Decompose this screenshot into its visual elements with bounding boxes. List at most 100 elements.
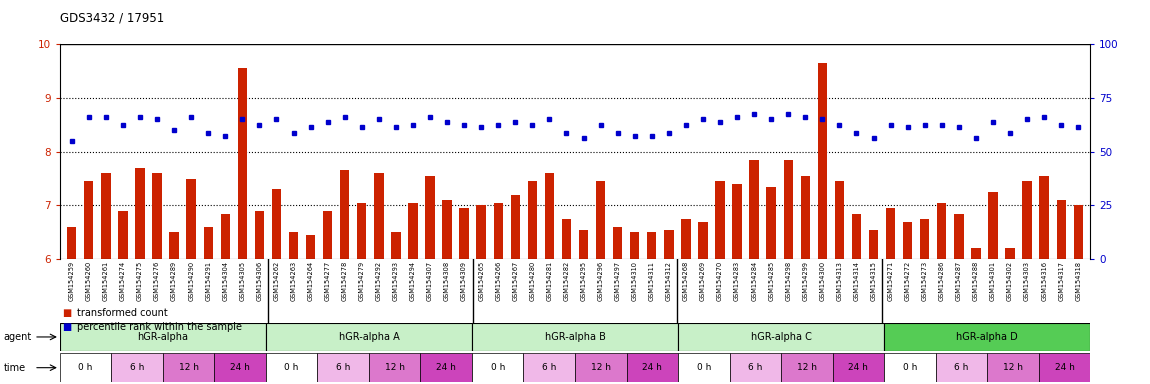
Text: GSM154310: GSM154310 bbox=[631, 261, 638, 301]
Text: hGR-alpha D: hGR-alpha D bbox=[957, 332, 1018, 342]
Text: GSM154282: GSM154282 bbox=[564, 261, 569, 301]
Bar bbox=[426, 176, 435, 259]
Bar bbox=[472, 353, 523, 382]
Bar bbox=[169, 232, 178, 259]
Bar bbox=[886, 208, 896, 259]
Bar bbox=[221, 214, 230, 259]
Bar bbox=[421, 353, 471, 382]
Bar bbox=[118, 211, 128, 259]
Bar bbox=[729, 353, 781, 382]
Text: GSM154318: GSM154318 bbox=[1075, 261, 1081, 301]
Bar bbox=[443, 200, 452, 259]
Bar bbox=[678, 353, 729, 382]
Text: 24 h: 24 h bbox=[436, 363, 457, 372]
Text: GSM154295: GSM154295 bbox=[581, 261, 586, 301]
Text: GSM154284: GSM154284 bbox=[751, 261, 757, 301]
Bar bbox=[523, 353, 575, 382]
Text: GSM154289: GSM154289 bbox=[171, 261, 177, 301]
Text: GSM154274: GSM154274 bbox=[120, 261, 125, 301]
Bar bbox=[493, 203, 503, 259]
Text: GSM154298: GSM154298 bbox=[785, 261, 791, 301]
Text: GSM154304: GSM154304 bbox=[222, 261, 229, 301]
Text: GSM154283: GSM154283 bbox=[734, 261, 741, 301]
Bar bbox=[340, 170, 350, 259]
Text: GSM154303: GSM154303 bbox=[1025, 261, 1030, 301]
Text: 12 h: 12 h bbox=[178, 363, 199, 372]
Text: GSM154264: GSM154264 bbox=[307, 261, 314, 301]
Text: percentile rank within the sample: percentile rank within the sample bbox=[77, 322, 242, 332]
Bar bbox=[101, 173, 110, 259]
Bar bbox=[833, 353, 884, 382]
Text: 24 h: 24 h bbox=[230, 363, 250, 372]
Bar bbox=[84, 181, 93, 259]
Text: 0 h: 0 h bbox=[491, 363, 505, 372]
Text: GSM154267: GSM154267 bbox=[512, 261, 519, 301]
Text: 6 h: 6 h bbox=[336, 363, 351, 372]
Bar bbox=[750, 160, 759, 259]
Bar bbox=[1038, 353, 1090, 382]
Text: GSM154301: GSM154301 bbox=[990, 261, 996, 301]
Bar bbox=[698, 222, 707, 259]
Text: hGR-alpha A: hGR-alpha A bbox=[338, 332, 399, 342]
Bar bbox=[835, 181, 844, 259]
Bar bbox=[988, 192, 998, 259]
Text: GSM154271: GSM154271 bbox=[888, 261, 894, 301]
Text: GSM154265: GSM154265 bbox=[478, 261, 484, 301]
Bar bbox=[271, 189, 281, 259]
Text: 6 h: 6 h bbox=[749, 363, 762, 372]
Bar bbox=[152, 173, 162, 259]
Text: ■: ■ bbox=[62, 322, 71, 332]
Bar bbox=[781, 353, 833, 382]
Bar bbox=[627, 353, 678, 382]
Text: GSM154286: GSM154286 bbox=[938, 261, 945, 301]
Bar bbox=[681, 219, 691, 259]
Text: GSM154316: GSM154316 bbox=[1041, 261, 1048, 301]
Text: GSM154299: GSM154299 bbox=[803, 261, 808, 301]
Text: GSM154305: GSM154305 bbox=[239, 261, 245, 301]
Bar bbox=[204, 227, 213, 259]
Text: 0 h: 0 h bbox=[697, 363, 711, 372]
Bar bbox=[214, 353, 266, 382]
Text: transformed count: transformed count bbox=[77, 308, 168, 318]
Bar bbox=[60, 353, 112, 382]
Bar bbox=[1057, 200, 1066, 259]
Bar bbox=[163, 353, 214, 382]
Text: 6 h: 6 h bbox=[130, 363, 144, 372]
Text: 24 h: 24 h bbox=[643, 363, 662, 372]
Bar bbox=[783, 160, 794, 259]
Bar bbox=[767, 187, 776, 259]
Bar bbox=[954, 214, 964, 259]
Bar bbox=[323, 211, 332, 259]
Text: 24 h: 24 h bbox=[849, 363, 868, 372]
Text: 0 h: 0 h bbox=[903, 363, 917, 372]
Bar bbox=[459, 208, 469, 259]
Bar bbox=[869, 230, 879, 259]
Text: 12 h: 12 h bbox=[797, 363, 816, 372]
Bar bbox=[391, 232, 400, 259]
Text: GSM154273: GSM154273 bbox=[921, 261, 928, 301]
Bar bbox=[665, 230, 674, 259]
Text: GSM154288: GSM154288 bbox=[973, 261, 979, 301]
Text: GSM154260: GSM154260 bbox=[86, 261, 92, 301]
Text: GSM154280: GSM154280 bbox=[529, 261, 536, 301]
Text: 12 h: 12 h bbox=[385, 363, 405, 372]
Bar bbox=[306, 235, 315, 259]
Text: GSM154263: GSM154263 bbox=[291, 261, 297, 301]
Text: GSM154300: GSM154300 bbox=[819, 261, 826, 301]
Text: GSM154275: GSM154275 bbox=[137, 261, 143, 301]
Text: hGR-alpha B: hGR-alpha B bbox=[545, 332, 605, 342]
Text: GSM154292: GSM154292 bbox=[376, 261, 382, 301]
Text: GSM154285: GSM154285 bbox=[768, 261, 774, 301]
Text: GDS3432 / 17951: GDS3432 / 17951 bbox=[60, 12, 164, 25]
Bar bbox=[578, 230, 588, 259]
Bar bbox=[67, 227, 76, 259]
Text: GSM154306: GSM154306 bbox=[256, 261, 262, 301]
Bar bbox=[112, 353, 163, 382]
Text: 6 h: 6 h bbox=[542, 363, 557, 372]
Text: GSM154293: GSM154293 bbox=[393, 261, 399, 301]
Bar bbox=[647, 232, 657, 259]
Bar bbox=[476, 205, 485, 259]
Text: GSM154302: GSM154302 bbox=[1007, 261, 1013, 301]
Bar bbox=[818, 63, 827, 259]
Text: 24 h: 24 h bbox=[1055, 363, 1074, 372]
